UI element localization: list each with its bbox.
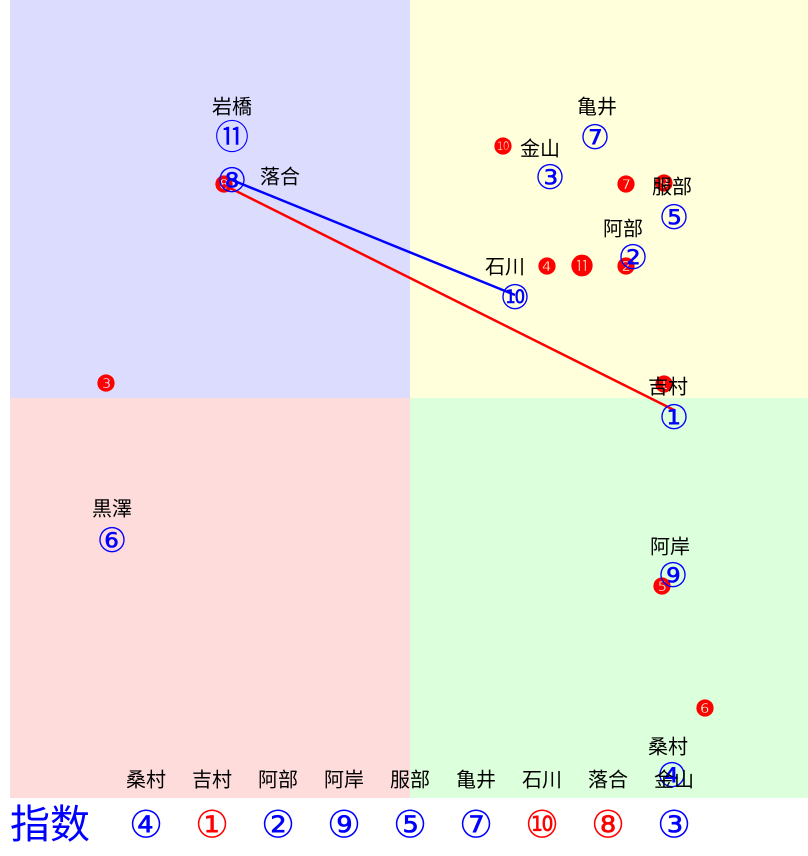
- red-marker: ❼: [616, 172, 636, 198]
- node-label: 落合: [260, 165, 300, 189]
- red-marker: ❶: [654, 372, 674, 398]
- footer-index: ⑤: [393, 803, 427, 847]
- footer-name: 服部: [390, 768, 430, 792]
- footer-name: 阿部: [258, 768, 298, 792]
- node-label: 服部: [652, 175, 692, 199]
- footer-index: ⑧: [591, 803, 625, 847]
- footer-index: ④: [129, 803, 163, 847]
- footer-index: ①: [195, 803, 229, 847]
- footer-name: 桑村: [126, 768, 166, 792]
- node-label: 阿部: [603, 217, 643, 241]
- node-label: 阿岸: [650, 535, 690, 559]
- node-symbol: ⑦: [580, 118, 610, 158]
- node-symbol: ①: [659, 398, 689, 438]
- quadrant: [410, 0, 808, 398]
- quadrant: [10, 398, 410, 798]
- link: [231, 178, 516, 297]
- node-symbol: ⑧: [217, 161, 247, 201]
- footer-index: ⑨: [327, 803, 361, 847]
- node-symbol: ⑩: [500, 278, 530, 318]
- quadrant: [10, 0, 410, 398]
- node-symbol: ③: [535, 158, 565, 198]
- node-symbol: ⑤: [659, 198, 689, 238]
- node-symbol: ⑥: [97, 521, 127, 561]
- node-symbol: ⑪: [215, 118, 249, 158]
- red-marker: ❺: [652, 574, 672, 600]
- node-label: 石川: [485, 255, 525, 279]
- footer-name: 亀井: [456, 768, 496, 792]
- footer-index: ③: [657, 803, 691, 847]
- red-marker: ❽: [214, 172, 234, 198]
- footer-name: 阿岸: [324, 768, 364, 792]
- node-label: 金山: [520, 137, 560, 161]
- red-marker: ❷: [616, 254, 636, 280]
- red-marker: ❻: [695, 696, 715, 722]
- node-label: 吉村: [648, 375, 688, 399]
- footer-name: 石川: [522, 768, 562, 792]
- node-label: 黒澤: [92, 497, 132, 521]
- footer-name: 吉村: [192, 768, 232, 792]
- link: [223, 183, 675, 412]
- node-label: 岩橋: [212, 95, 252, 119]
- red-marker: ❾: [654, 171, 674, 197]
- node-symbol: ⑨: [658, 556, 688, 596]
- footer-index: ⑩: [525, 803, 559, 847]
- footer-name: 落合: [588, 768, 628, 792]
- footer-name: 金山: [654, 768, 694, 792]
- footer-index: ⑦: [459, 803, 493, 847]
- red-marker: ⓫: [571, 254, 593, 280]
- node-label: 桑村: [648, 735, 688, 759]
- node-label: 亀井: [577, 95, 617, 119]
- red-marker: ❹: [537, 254, 557, 280]
- quadrant: [410, 398, 808, 798]
- red-marker: ❸: [96, 371, 116, 397]
- footer-index: ②: [261, 803, 295, 847]
- node-symbol: ④: [657, 756, 687, 796]
- node-symbol: ②: [618, 238, 648, 278]
- footer-title: 指数: [10, 802, 90, 848]
- red-marker: ❿: [493, 134, 513, 160]
